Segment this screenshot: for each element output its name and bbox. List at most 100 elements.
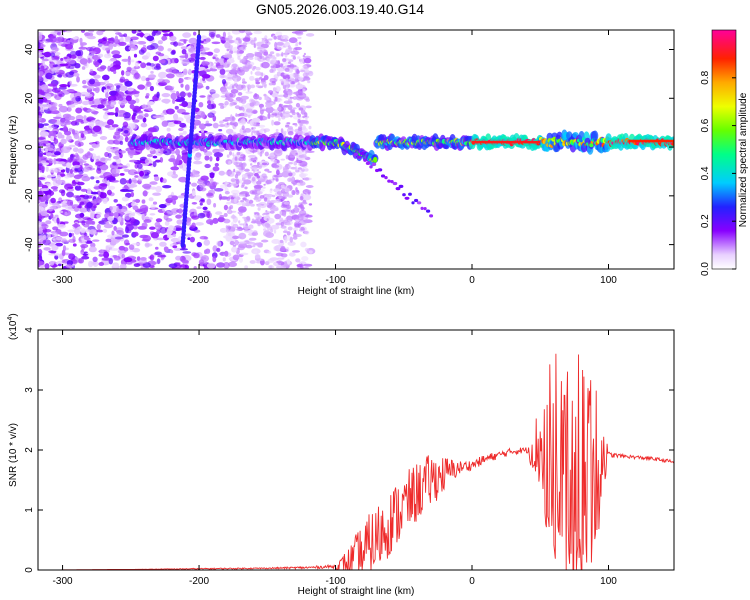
noise-blob bbox=[266, 218, 269, 222]
noise-blob bbox=[227, 32, 231, 36]
noise-blob bbox=[227, 76, 233, 80]
noise-blob bbox=[90, 119, 99, 124]
noise-blob bbox=[154, 222, 161, 227]
noise-blob bbox=[129, 103, 135, 110]
noise-blob bbox=[57, 32, 61, 36]
noise-blob bbox=[206, 211, 211, 219]
noise-blob bbox=[81, 176, 91, 182]
noise-blob bbox=[258, 96, 262, 101]
noise-blob bbox=[79, 42, 87, 46]
noise-blob bbox=[142, 235, 151, 242]
noise-blob bbox=[285, 86, 289, 91]
noise-blob bbox=[256, 190, 261, 194]
noise-blob bbox=[106, 146, 114, 152]
noise-blob bbox=[89, 229, 97, 235]
noise-blob bbox=[251, 191, 255, 194]
noise-blob bbox=[287, 241, 296, 246]
noise-blob bbox=[298, 204, 304, 209]
noise-blob bbox=[80, 132, 85, 138]
noise-blob bbox=[251, 218, 255, 223]
noise-blob bbox=[161, 30, 171, 33]
noise-blob bbox=[142, 103, 147, 110]
noise-blob bbox=[269, 77, 277, 83]
noise-blob bbox=[145, 65, 152, 70]
noise-blob bbox=[252, 109, 258, 114]
noise-blob bbox=[158, 53, 165, 57]
descending-streak-segment bbox=[404, 196, 410, 200]
noise-blob bbox=[263, 183, 266, 186]
noise-blob bbox=[41, 143, 46, 147]
noise-blob bbox=[179, 248, 188, 251]
noise-blob bbox=[235, 162, 241, 164]
noise-blob bbox=[81, 30, 85, 33]
noise-blob bbox=[176, 96, 186, 103]
noise-blob bbox=[205, 120, 209, 124]
noise-blob bbox=[238, 98, 244, 103]
noise-blob bbox=[73, 164, 81, 168]
noise-blob bbox=[203, 239, 210, 246]
noise-blob bbox=[303, 75, 310, 79]
noise-blob bbox=[77, 137, 83, 142]
noise-blob bbox=[239, 223, 245, 226]
snr-x-label: Height of straight line (km) bbox=[298, 586, 415, 597]
noise-blob bbox=[224, 42, 231, 49]
noise-blob bbox=[99, 192, 107, 199]
noise-blob bbox=[137, 41, 147, 45]
noise-blob bbox=[160, 114, 165, 121]
noise-blob bbox=[200, 175, 209, 181]
noise-blob bbox=[79, 207, 88, 213]
noise-blob bbox=[216, 240, 222, 248]
noise-blob bbox=[82, 253, 89, 256]
noise-blob bbox=[251, 158, 256, 161]
noise-blob bbox=[134, 72, 140, 79]
noise-blob bbox=[257, 242, 263, 247]
noise-blob bbox=[196, 180, 205, 185]
noise-blob bbox=[106, 180, 110, 187]
noise-blob bbox=[274, 109, 279, 114]
noise-blob bbox=[127, 59, 131, 66]
noise-blob bbox=[308, 250, 313, 254]
noise-blob bbox=[170, 90, 176, 93]
noise-blob bbox=[228, 39, 235, 44]
noise-blob bbox=[172, 245, 178, 249]
noise-blob bbox=[264, 151, 269, 157]
noise-blob bbox=[39, 71, 44, 77]
noise-blob bbox=[118, 41, 127, 47]
noise-blob bbox=[259, 49, 263, 55]
noise-blob bbox=[247, 87, 250, 92]
noise-blob bbox=[121, 196, 129, 202]
noise-blob bbox=[287, 194, 294, 198]
noise-blob bbox=[108, 43, 114, 50]
noise-blob bbox=[222, 31, 226, 38]
noise-blob bbox=[275, 128, 279, 133]
noise-blob bbox=[244, 225, 249, 230]
noise-blob bbox=[74, 62, 81, 69]
noise-blob bbox=[212, 166, 220, 172]
noise-blob bbox=[177, 195, 185, 199]
noise-blob bbox=[251, 117, 261, 123]
noise-blob bbox=[49, 35, 57, 43]
noise-blob bbox=[288, 172, 293, 177]
noise-blob bbox=[145, 52, 151, 58]
noise-blob bbox=[299, 173, 307, 178]
noise-blob bbox=[119, 173, 125, 176]
noise-blob bbox=[124, 39, 131, 42]
noise-blob bbox=[149, 226, 156, 230]
noise-blob bbox=[163, 148, 172, 156]
noise-blob bbox=[112, 54, 122, 59]
noise-blob bbox=[270, 60, 275, 66]
noise-blob bbox=[252, 121, 257, 126]
noise-blob bbox=[226, 92, 231, 95]
noise-blob bbox=[170, 154, 176, 162]
noise-blob bbox=[275, 31, 283, 36]
noise-blob bbox=[73, 72, 80, 77]
noise-blob bbox=[66, 135, 72, 142]
noise-blob bbox=[277, 106, 282, 111]
noise-blob bbox=[58, 105, 69, 113]
noise-blob bbox=[60, 57, 64, 61]
noise-blob bbox=[259, 195, 265, 199]
noise-blob bbox=[137, 175, 143, 182]
noise-blob bbox=[276, 159, 280, 164]
noise-blob bbox=[280, 39, 289, 42]
descending-streak-segment bbox=[387, 179, 391, 183]
